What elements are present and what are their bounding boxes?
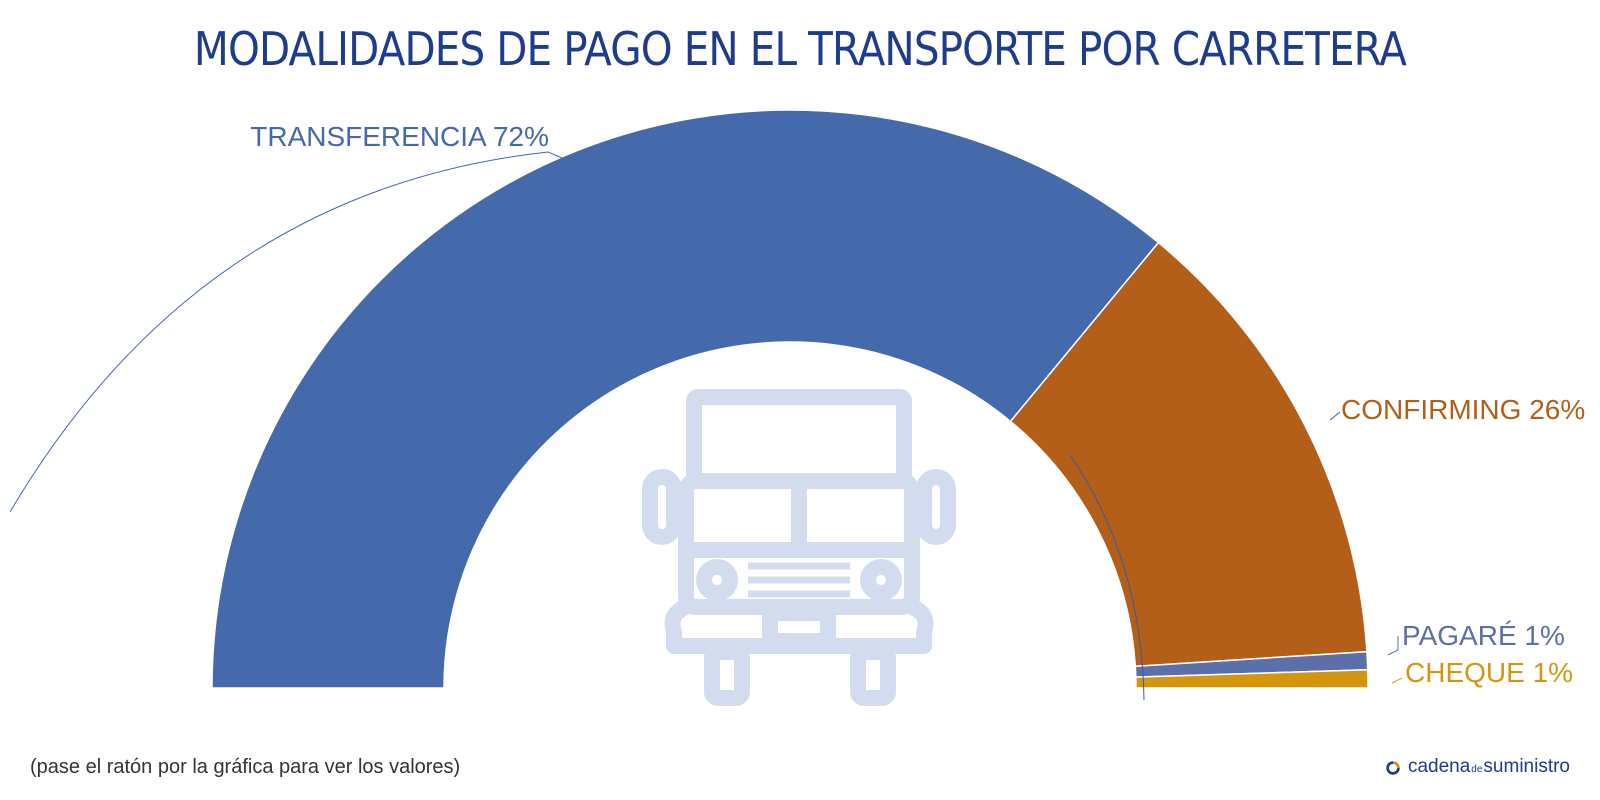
brand-text-cadena: cadena: [1407, 756, 1471, 777]
truck-icon: [642, 389, 956, 706]
pie-slice-transferencia[interactable]: [211, 109, 1160, 689]
leader-line-transferencia: [9, 151, 563, 513]
slice-label-pagar: PAGARÉ 1%: [1402, 620, 1565, 651]
pie-slice-cheque[interactable]: [1135, 669, 1369, 689]
slice-label-confirming: CONFIRMING 26%: [1341, 394, 1585, 425]
leader-line-pagar: [1387, 636, 1399, 656]
slice-label-cheque: CHEQUE 1%: [1405, 657, 1573, 688]
refresh-icon: [1386, 761, 1400, 775]
hover-instruction: (pase el ratón por la gráfica para ver l…: [30, 756, 461, 778]
brand-logo: cadena de suministro: [1384, 756, 1570, 780]
slice-label-transferencia: TRANSFERENCIA 72%: [250, 121, 549, 152]
leader-line-cheque: [1391, 677, 1403, 684]
brand-text-de: de: [1471, 764, 1483, 775]
brand-text-suministro: suministro: [1483, 756, 1570, 777]
leader-line-confirming: [1329, 411, 1341, 421]
chart-title: MODALIDADES DE PAGO EN EL TRANSPORTE POR…: [193, 22, 1407, 76]
pie-slice-confirming[interactable]: [1009, 241, 1368, 668]
leader-line-confirming-inner: [1069, 454, 1145, 701]
